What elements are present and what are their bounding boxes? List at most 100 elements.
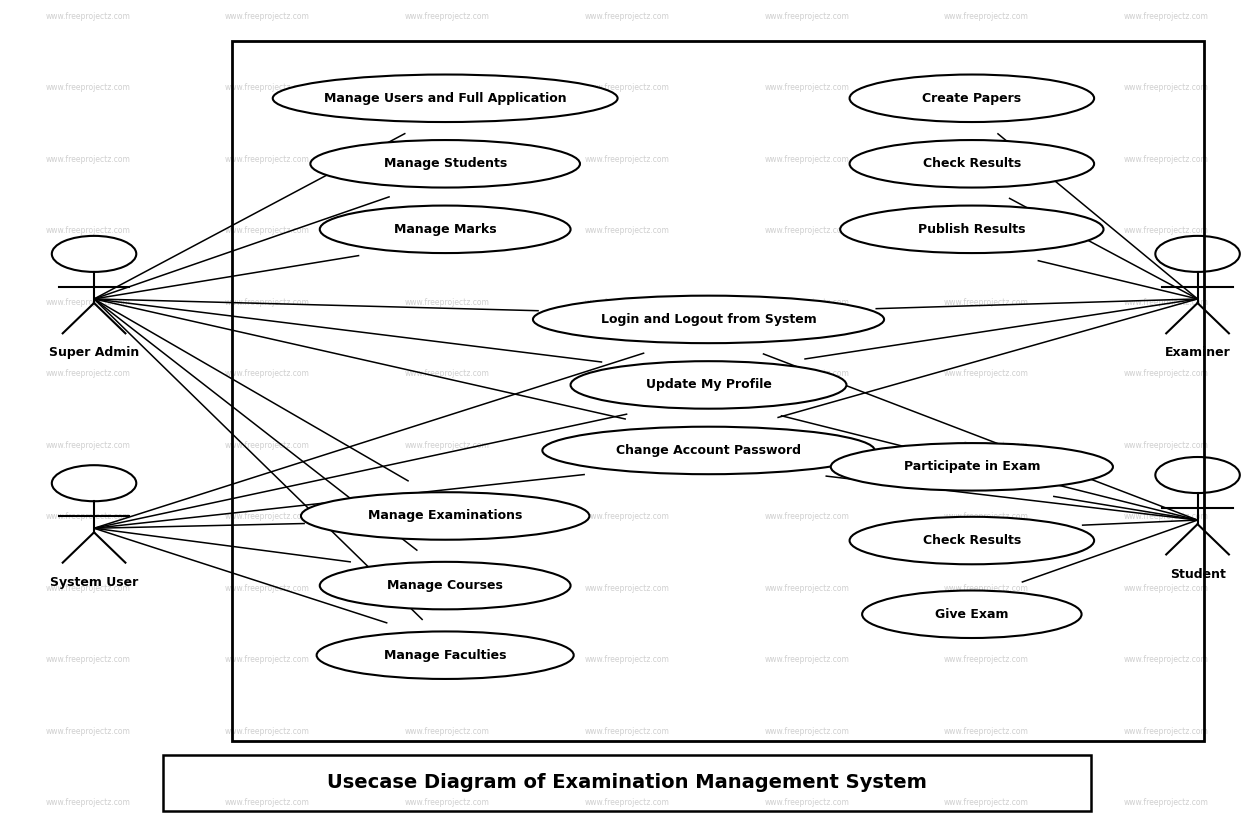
Text: www.freeprojectz.com: www.freeprojectz.com — [224, 226, 310, 235]
Ellipse shape — [863, 590, 1081, 638]
Ellipse shape — [840, 206, 1104, 253]
Text: www.freeprojectz.com: www.freeprojectz.com — [944, 655, 1030, 664]
Text: www.freeprojectz.com: www.freeprojectz.com — [45, 655, 130, 664]
Text: www.freeprojectz.com: www.freeprojectz.com — [405, 369, 490, 378]
Text: Manage Users and Full Application: Manage Users and Full Application — [324, 92, 567, 105]
Text: www.freeprojectz.com: www.freeprojectz.com — [944, 726, 1030, 735]
Text: Student: Student — [1170, 568, 1225, 581]
Text: www.freeprojectz.com: www.freeprojectz.com — [584, 726, 670, 735]
Text: www.freeprojectz.com: www.freeprojectz.com — [764, 441, 849, 450]
Text: www.freeprojectz.com: www.freeprojectz.com — [584, 655, 670, 664]
Text: www.freeprojectz.com: www.freeprojectz.com — [224, 441, 310, 450]
Text: Super Admin: Super Admin — [49, 346, 139, 360]
Text: www.freeprojectz.com: www.freeprojectz.com — [405, 726, 490, 735]
Text: www.freeprojectz.com: www.freeprojectz.com — [405, 441, 490, 450]
Ellipse shape — [272, 75, 618, 122]
Text: www.freeprojectz.com: www.freeprojectz.com — [1124, 298, 1209, 307]
Text: www.freeprojectz.com: www.freeprojectz.com — [944, 155, 1030, 164]
Text: www.freeprojectz.com: www.freeprojectz.com — [405, 84, 490, 93]
Text: www.freeprojectz.com: www.freeprojectz.com — [764, 726, 849, 735]
Text: www.freeprojectz.com: www.freeprojectz.com — [405, 226, 490, 235]
Text: www.freeprojectz.com: www.freeprojectz.com — [764, 298, 849, 307]
Text: www.freeprojectz.com: www.freeprojectz.com — [1124, 369, 1209, 378]
Text: www.freeprojectz.com: www.freeprojectz.com — [405, 155, 490, 164]
Text: www.freeprojectz.com: www.freeprojectz.com — [405, 799, 490, 807]
Ellipse shape — [850, 75, 1093, 122]
Text: www.freeprojectz.com: www.freeprojectz.com — [224, 369, 310, 378]
Text: www.freeprojectz.com: www.freeprojectz.com — [45, 512, 130, 521]
Ellipse shape — [533, 296, 884, 343]
Text: www.freeprojectz.com: www.freeprojectz.com — [45, 441, 130, 450]
Text: www.freeprojectz.com: www.freeprojectz.com — [584, 84, 670, 93]
Text: www.freeprojectz.com: www.freeprojectz.com — [584, 155, 670, 164]
Text: www.freeprojectz.com: www.freeprojectz.com — [1124, 799, 1209, 807]
Ellipse shape — [320, 562, 571, 609]
Text: www.freeprojectz.com: www.freeprojectz.com — [224, 655, 310, 664]
Text: Usecase Diagram of Examination Management System: Usecase Diagram of Examination Managemen… — [327, 773, 927, 793]
Text: www.freeprojectz.com: www.freeprojectz.com — [224, 155, 310, 164]
Text: www.freeprojectz.com: www.freeprojectz.com — [405, 584, 490, 593]
Text: www.freeprojectz.com: www.freeprojectz.com — [45, 369, 130, 378]
Text: www.freeprojectz.com: www.freeprojectz.com — [944, 226, 1030, 235]
Text: www.freeprojectz.com: www.freeprojectz.com — [45, 584, 130, 593]
Ellipse shape — [310, 140, 579, 188]
Text: www.freeprojectz.com: www.freeprojectz.com — [224, 298, 310, 307]
Text: Login and Logout from System: Login and Logout from System — [601, 313, 816, 326]
Text: www.freeprojectz.com: www.freeprojectz.com — [405, 512, 490, 521]
Text: www.freeprojectz.com: www.freeprojectz.com — [584, 226, 670, 235]
Ellipse shape — [320, 206, 571, 253]
Text: www.freeprojectz.com: www.freeprojectz.com — [405, 655, 490, 664]
Text: www.freeprojectz.com: www.freeprojectz.com — [764, 12, 849, 20]
Text: www.freeprojectz.com: www.freeprojectz.com — [764, 155, 849, 164]
Ellipse shape — [850, 517, 1093, 564]
Text: www.freeprojectz.com: www.freeprojectz.com — [944, 799, 1030, 807]
Text: Update My Profile: Update My Profile — [646, 378, 771, 391]
Text: www.freeprojectz.com: www.freeprojectz.com — [405, 12, 490, 20]
Text: www.freeprojectz.com: www.freeprojectz.com — [584, 584, 670, 593]
Text: www.freeprojectz.com: www.freeprojectz.com — [584, 441, 670, 450]
Text: www.freeprojectz.com: www.freeprojectz.com — [1124, 155, 1209, 164]
Text: www.freeprojectz.com: www.freeprojectz.com — [944, 84, 1030, 93]
Text: www.freeprojectz.com: www.freeprojectz.com — [1124, 12, 1209, 20]
Text: www.freeprojectz.com: www.freeprojectz.com — [1124, 84, 1209, 93]
Text: www.freeprojectz.com: www.freeprojectz.com — [764, 799, 849, 807]
Text: www.freeprojectz.com: www.freeprojectz.com — [584, 12, 670, 20]
Text: www.freeprojectz.com: www.freeprojectz.com — [944, 584, 1030, 593]
Text: www.freeprojectz.com: www.freeprojectz.com — [1124, 226, 1209, 235]
Text: www.freeprojectz.com: www.freeprojectz.com — [764, 226, 849, 235]
Text: www.freeprojectz.com: www.freeprojectz.com — [45, 226, 130, 235]
Text: www.freeprojectz.com: www.freeprojectz.com — [45, 726, 130, 735]
Text: www.freeprojectz.com: www.freeprojectz.com — [224, 512, 310, 521]
Text: www.freeprojectz.com: www.freeprojectz.com — [45, 84, 130, 93]
Ellipse shape — [316, 631, 573, 679]
Text: Change Account Password: Change Account Password — [616, 444, 801, 457]
Text: www.freeprojectz.com: www.freeprojectz.com — [944, 369, 1030, 378]
Text: www.freeprojectz.com: www.freeprojectz.com — [1124, 441, 1209, 450]
Ellipse shape — [850, 140, 1093, 188]
Text: www.freeprojectz.com: www.freeprojectz.com — [224, 799, 310, 807]
Text: www.freeprojectz.com: www.freeprojectz.com — [224, 12, 310, 20]
Text: www.freeprojectz.com: www.freeprojectz.com — [45, 298, 130, 307]
Text: www.freeprojectz.com: www.freeprojectz.com — [584, 799, 670, 807]
Text: Publish Results: Publish Results — [918, 223, 1026, 236]
Text: www.freeprojectz.com: www.freeprojectz.com — [944, 298, 1030, 307]
Text: www.freeprojectz.com: www.freeprojectz.com — [224, 584, 310, 593]
Text: www.freeprojectz.com: www.freeprojectz.com — [1124, 584, 1209, 593]
Text: www.freeprojectz.com: www.freeprojectz.com — [764, 512, 849, 521]
Text: Check Results: Check Results — [923, 157, 1021, 170]
Ellipse shape — [830, 443, 1114, 491]
Text: www.freeprojectz.com: www.freeprojectz.com — [584, 298, 670, 307]
Text: www.freeprojectz.com: www.freeprojectz.com — [764, 84, 849, 93]
Ellipse shape — [571, 361, 846, 409]
Ellipse shape — [301, 492, 589, 540]
Text: www.freeprojectz.com: www.freeprojectz.com — [224, 726, 310, 735]
Text: System User: System User — [50, 576, 138, 589]
Text: Manage Marks: Manage Marks — [394, 223, 497, 236]
Text: Create Papers: Create Papers — [922, 92, 1022, 105]
Text: www.freeprojectz.com: www.freeprojectz.com — [45, 155, 130, 164]
Text: Check Results: Check Results — [923, 534, 1021, 547]
Text: www.freeprojectz.com: www.freeprojectz.com — [45, 799, 130, 807]
Text: Examiner: Examiner — [1165, 346, 1230, 360]
Text: www.freeprojectz.com: www.freeprojectz.com — [944, 441, 1030, 450]
Text: www.freeprojectz.com: www.freeprojectz.com — [584, 512, 670, 521]
